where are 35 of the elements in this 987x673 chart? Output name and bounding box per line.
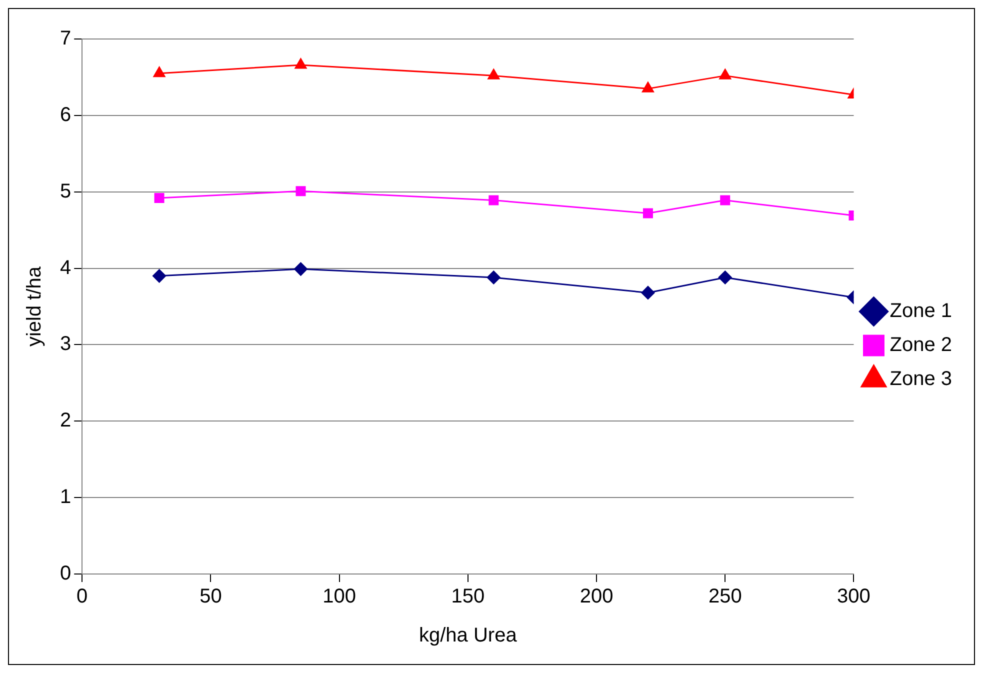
legend-label: Zone 1: [890, 300, 952, 322]
x-tick-label: 0: [76, 586, 88, 608]
point: [153, 66, 166, 78]
x-tick-label: 100: [322, 586, 356, 608]
x-tick-label: 250: [708, 586, 742, 608]
point: [641, 286, 655, 300]
y-tick-label: 4: [60, 256, 72, 279]
legend-label: Zone 2: [890, 334, 952, 356]
point: [488, 195, 499, 206]
y-tick-label: 3: [60, 333, 72, 356]
x-axis-title: kg/ha Urea: [419, 624, 518, 647]
y-tick-label: 2: [60, 410, 72, 432]
y-axis-title: yield t/ha: [24, 266, 46, 347]
y-tick-label: 6: [60, 104, 72, 126]
point: [488, 68, 500, 80]
point: [294, 58, 307, 69]
x-tick-label: 50: [200, 586, 222, 608]
y-tick-label: 0: [60, 562, 72, 585]
point: [642, 208, 653, 218]
y-tick-label: 5: [60, 180, 72, 202]
x-tick-label: 200: [580, 586, 614, 608]
point: [720, 195, 730, 206]
point: [152, 269, 166, 283]
point: [154, 192, 164, 203]
point: [642, 82, 654, 92]
point: [486, 270, 500, 284]
point: [718, 270, 732, 284]
point: [294, 262, 308, 276]
x-tick-label: 300: [837, 586, 870, 608]
y-tick-label: 1: [60, 486, 72, 508]
y-tick-label: 7: [60, 28, 72, 50]
x-tick-label: 150: [451, 586, 485, 608]
point: [296, 186, 306, 196]
legend-label: Zone 3: [890, 368, 952, 390]
point: [719, 68, 732, 80]
